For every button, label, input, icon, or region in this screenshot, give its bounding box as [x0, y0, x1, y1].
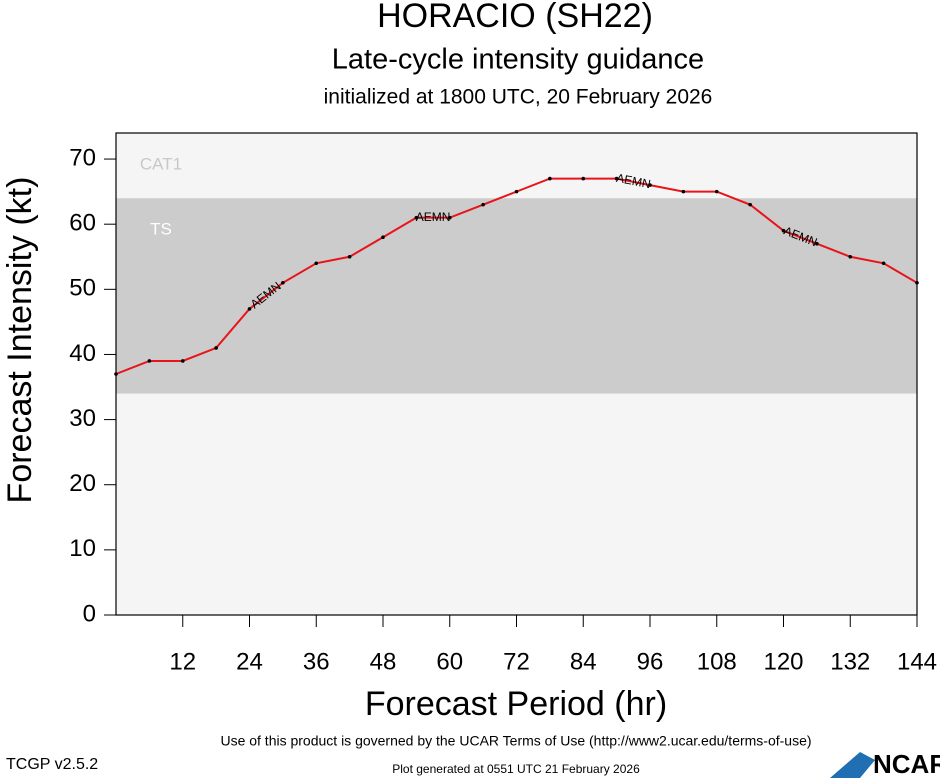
- chart-subtitle: Late-cycle intensity guidance: [332, 44, 704, 76]
- data-point: [481, 202, 485, 207]
- data-point: [114, 372, 118, 376]
- logo-mark: [830, 752, 875, 778]
- generated: Plot generated at 0551 UTC 21 February 2…: [392, 762, 640, 776]
- x-axis-title: Forecast Period (hr): [365, 685, 667, 723]
- x-tick-label: 84: [570, 648, 597, 675]
- y-tick-label: 0: [83, 600, 96, 627]
- x-tick-label: 108: [697, 648, 737, 675]
- x-tick-label: 72: [503, 648, 530, 675]
- data-point: [180, 359, 185, 363]
- version: TCGP v2.5.2: [6, 756, 98, 773]
- line-label: AEMN: [416, 210, 451, 224]
- data-point: [214, 346, 218, 350]
- data-point: [281, 281, 285, 285]
- intensity-band: [116, 133, 917, 199]
- x-tick-label: 144: [897, 648, 937, 675]
- data-point: [514, 189, 519, 194]
- x-tick-label: 24: [236, 648, 263, 675]
- y-tick-label: 10: [69, 535, 96, 562]
- data-point: [147, 359, 152, 363]
- x-tick-label: 96: [637, 648, 664, 675]
- footer: Use of this product is governed by the U…: [220, 733, 811, 749]
- band-label: CAT1: [140, 154, 182, 173]
- data-point: [881, 261, 886, 266]
- data-point: [714, 189, 719, 194]
- data-point: [347, 254, 352, 259]
- x-tick-label: 132: [830, 648, 870, 675]
- x-tick-label: 12: [169, 648, 196, 675]
- chart-title: HORACIO (SH22): [377, 0, 653, 35]
- data-point: [581, 176, 586, 181]
- data-point: [414, 215, 419, 220]
- init-text: initialized at 1800 UTC, 20 February 202…: [324, 86, 713, 109]
- data-point: [781, 228, 786, 233]
- data-point: [848, 254, 853, 259]
- y-axis-title: Forecast Intensity (kt): [1, 177, 39, 504]
- data-point: [748, 202, 752, 207]
- x-tick-label: 120: [763, 648, 803, 675]
- y-tick-label: 60: [69, 210, 96, 237]
- data-point: [681, 189, 686, 194]
- y-tick-label: 50: [69, 275, 96, 302]
- band-label: TS: [150, 220, 172, 239]
- data-point: [381, 235, 385, 240]
- x-tick-label: 36: [303, 648, 330, 675]
- x-tick-label: 60: [436, 648, 463, 675]
- data-point: [614, 176, 619, 181]
- y-tick-label: 30: [69, 405, 96, 432]
- data-point: [314, 261, 319, 266]
- y-tick-label: 70: [69, 144, 96, 171]
- data-point: [447, 215, 452, 220]
- y-tick-label: 20: [69, 470, 96, 497]
- data-point: [815, 241, 819, 246]
- data-point: [548, 176, 552, 181]
- logo: NCAR: [873, 749, 940, 779]
- plot-area: TS CAT1: [116, 133, 917, 615]
- line-label: AEMN: [615, 171, 652, 191]
- data-point: [915, 281, 919, 285]
- y-tick-label: 40: [69, 340, 96, 367]
- data-point: [247, 307, 252, 311]
- data-point: [648, 183, 652, 187]
- x-tick-label: 48: [370, 648, 397, 675]
